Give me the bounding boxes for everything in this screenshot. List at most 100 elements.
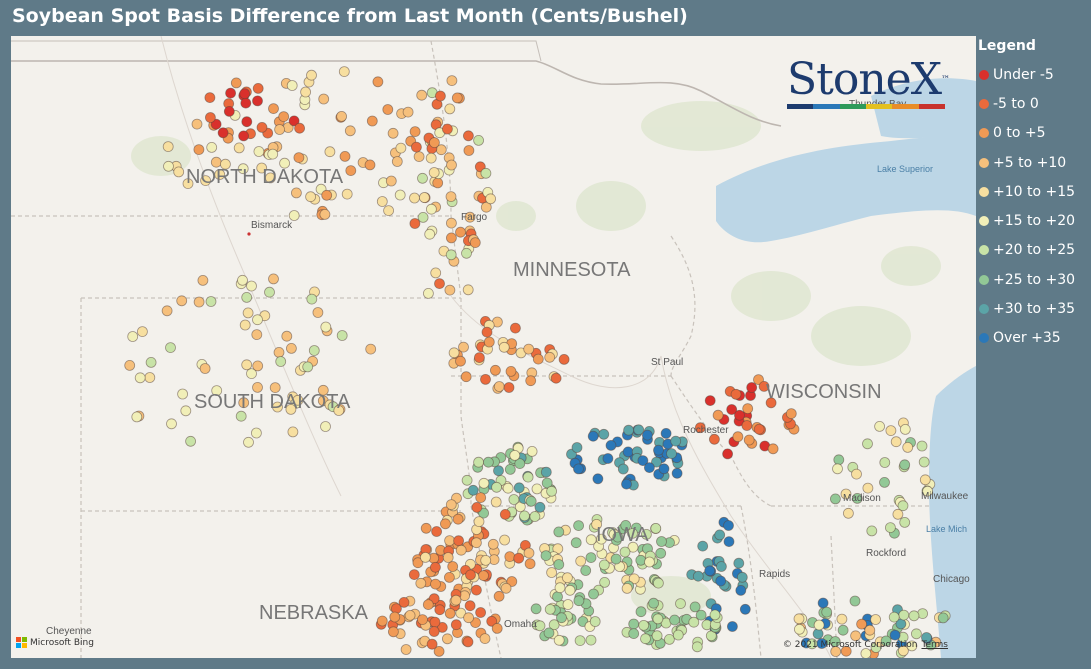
basis-dot[interactable] [443,572,455,583]
basis-dot[interactable] [664,634,675,645]
basis-dot[interactable] [409,126,421,137]
basis-dot[interactable] [726,404,738,415]
basis-dot[interactable] [840,488,852,500]
basis-dot[interactable] [502,482,514,494]
basis-dot[interactable] [425,152,437,164]
basis-dot[interactable] [445,217,457,229]
basis-dot[interactable] [306,69,317,81]
basis-dot[interactable] [534,501,546,513]
basis-dot[interactable] [294,122,306,134]
basis-dot[interactable] [145,356,157,368]
basis-dot[interactable] [302,361,314,373]
basis-dot[interactable] [462,284,474,296]
basis-dot[interactable] [387,626,399,638]
basis-dot[interactable] [571,442,583,453]
basis-dot[interactable] [285,342,297,354]
basis-dot[interactable] [694,422,706,434]
basis-dot[interactable] [585,534,597,546]
basis-dot[interactable] [562,599,574,610]
basis-dot[interactable] [441,633,453,645]
basis-dot[interactable] [193,296,205,308]
basis-dot[interactable] [473,516,485,528]
basis-dot[interactable] [252,95,263,107]
basis-dot[interactable] [660,427,672,439]
basis-dot[interactable] [431,526,443,537]
basis-dot[interactable] [180,405,192,417]
basis-dot[interactable] [675,598,686,609]
basis-dot[interactable] [417,211,429,223]
basis-dot[interactable] [918,456,930,468]
legend-item[interactable]: +10 to +15 [976,177,1091,206]
basis-dot[interactable] [434,604,446,616]
basis-dot[interactable] [134,372,146,384]
basis-dot[interactable] [480,201,492,213]
basis-dot[interactable] [830,493,841,505]
basis-dot[interactable] [888,611,900,623]
basis-dot[interactable] [469,237,481,249]
basis-dot[interactable] [308,345,320,356]
basis-dot[interactable] [191,118,203,130]
basis-dot[interactable] [480,555,492,566]
basis-dot[interactable] [464,600,476,612]
basis-dot[interactable] [475,492,487,504]
basis-dot[interactable] [450,619,462,631]
basis-dot[interactable] [653,577,664,589]
basis-dot[interactable] [552,591,563,603]
basis-dot[interactable] [238,397,250,409]
basis-dot[interactable] [204,112,216,123]
basis-dot[interactable] [339,151,351,162]
basis-dot[interactable] [473,456,485,468]
basis-dot[interactable] [239,319,251,331]
basis-dot[interactable] [345,165,357,177]
basis-dot[interactable] [641,528,652,540]
basis-dot[interactable] [806,638,818,650]
basis-dot[interactable] [278,111,290,122]
basis-dot[interactable] [499,508,511,520]
basis-dot[interactable] [391,156,403,167]
basis-dot[interactable] [575,555,587,567]
basis-dot[interactable] [383,205,395,217]
basis-dot[interactable] [716,561,727,572]
basis-dot[interactable] [243,436,254,448]
basis-dot[interactable] [235,410,247,422]
basis-dot[interactable] [470,537,482,549]
basis-dot[interactable] [554,582,566,594]
basis-dot[interactable] [462,130,474,142]
basis-dot[interactable] [635,606,647,618]
basis-dot[interactable] [445,249,457,261]
basis-dot[interactable] [621,478,632,490]
basis-dot[interactable] [288,210,300,221]
basis-dot[interactable] [420,522,432,534]
basis-dot[interactable] [617,463,629,475]
basis-dot[interactable] [341,188,353,200]
basis-dot[interactable] [736,571,748,583]
basis-dot[interactable] [241,116,253,128]
basis-dot[interactable] [635,554,647,566]
basis-dot[interactable] [530,603,542,615]
basis-dot[interactable] [580,565,592,576]
basis-dot[interactable] [879,476,890,488]
basis-dot[interactable] [422,287,434,299]
basis-dot[interactable] [161,305,173,317]
basis-dot[interactable] [892,508,904,520]
basis-dot[interactable] [491,623,503,634]
basis-dot[interactable] [921,632,932,643]
basis-dot[interactable] [874,420,885,432]
basis-dot[interactable] [670,435,682,447]
basis-dot[interactable] [829,636,841,647]
basis-dot[interactable] [162,141,174,152]
basis-dot[interactable] [562,572,573,584]
basis-dot[interactable] [493,590,505,602]
basis-dot[interactable] [320,421,331,432]
basis-dot[interactable] [267,148,279,160]
basis-dot[interactable] [653,444,664,456]
basis-dot[interactable] [490,496,502,508]
basis-dot[interactable] [493,381,505,392]
basis-dot[interactable] [252,381,263,393]
basis-dot[interactable] [409,218,421,229]
basis-dot[interactable] [461,474,473,486]
basis-dot[interactable] [372,76,384,88]
basis-dot[interactable] [543,627,555,639]
basis-dot[interactable] [240,97,252,109]
basis-dot[interactable] [256,162,268,174]
